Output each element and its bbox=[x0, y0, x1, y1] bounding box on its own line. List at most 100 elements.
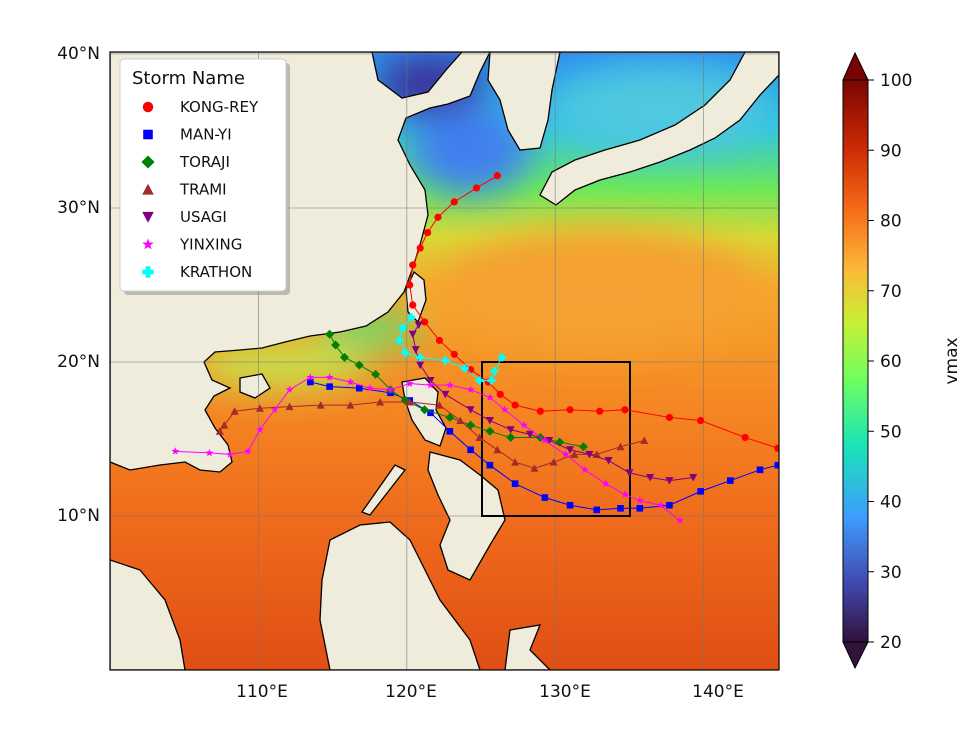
colorbar-tick-label: 80 bbox=[880, 212, 902, 232]
track-point bbox=[423, 229, 432, 237]
track-point bbox=[441, 390, 450, 399]
legend-marker-triangle-down-icon bbox=[142, 211, 154, 223]
track-point bbox=[727, 477, 734, 484]
track-point bbox=[326, 383, 333, 390]
track-line bbox=[219, 401, 645, 469]
x-tick-label: 140°E bbox=[692, 682, 744, 702]
track-point bbox=[466, 406, 475, 414]
track-point bbox=[506, 426, 515, 434]
colorbar-tick-label: 40 bbox=[880, 493, 902, 513]
track-point bbox=[566, 501, 574, 509]
track-point bbox=[621, 406, 629, 414]
legend-marker-triangle-up-icon bbox=[142, 183, 154, 195]
track-point bbox=[441, 356, 450, 365]
storm-track-yinxing bbox=[171, 373, 684, 524]
track-point bbox=[496, 390, 504, 398]
track-point bbox=[511, 458, 520, 466]
map-frame bbox=[109, 51, 780, 671]
track-point bbox=[566, 406, 574, 414]
storm-tracks bbox=[171, 172, 779, 524]
land-malay bbox=[110, 559, 186, 670]
track-point bbox=[398, 324, 407, 333]
land-japan bbox=[539, 52, 779, 206]
legend-label: MAN-YI bbox=[180, 126, 232, 144]
track-point bbox=[774, 444, 779, 452]
legend: Storm Name KONG-REY MAN-YI TORAJI TRAMI USAG… bbox=[119, 58, 290, 295]
land-borneo bbox=[319, 521, 481, 670]
y-tick-label: 30°N bbox=[57, 198, 100, 218]
track-point bbox=[395, 336, 404, 345]
legend-label: TRAMI bbox=[179, 181, 227, 199]
legend-label: USAGI bbox=[180, 208, 227, 226]
track-point bbox=[316, 401, 325, 409]
colorbar-label: vmax bbox=[942, 337, 962, 384]
storm-track-toraji bbox=[325, 329, 588, 452]
track-point bbox=[450, 198, 458, 206]
track-point bbox=[407, 313, 416, 322]
track-point bbox=[549, 458, 558, 466]
track-point bbox=[435, 401, 444, 409]
track-point bbox=[666, 501, 673, 509]
track-point bbox=[506, 432, 516, 442]
colorbar-tick-label: 90 bbox=[880, 141, 902, 161]
track-point bbox=[346, 401, 355, 409]
track-point bbox=[585, 450, 594, 459]
track-point bbox=[409, 261, 417, 269]
y-tick-label: 40°N bbox=[57, 44, 100, 64]
gridlines bbox=[110, 52, 779, 670]
track-point bbox=[371, 369, 381, 379]
track-point bbox=[500, 405, 509, 414]
track-point bbox=[446, 428, 454, 435]
track-point bbox=[215, 427, 224, 435]
legend-label: KRATHON bbox=[180, 263, 252, 281]
storm-track-trami bbox=[215, 398, 649, 472]
track-point bbox=[774, 461, 779, 469]
track-point bbox=[665, 413, 674, 422]
track-point bbox=[475, 376, 484, 385]
track-point bbox=[365, 384, 374, 392]
track-point bbox=[456, 416, 465, 425]
legend-label: KONG-REY bbox=[180, 98, 259, 116]
track-point bbox=[497, 353, 506, 362]
storm-track-usagi bbox=[408, 321, 698, 485]
track-point bbox=[675, 516, 684, 524]
colorbar-tick-label: 100 bbox=[880, 71, 912, 91]
legend-label: YINXING bbox=[179, 236, 242, 254]
track-point bbox=[665, 477, 674, 485]
track-point bbox=[578, 442, 588, 452]
track-point bbox=[405, 379, 414, 387]
track-point bbox=[307, 378, 314, 386]
track-point bbox=[426, 380, 435, 389]
colorbar-tick-label: 20 bbox=[880, 633, 902, 653]
track-point bbox=[356, 384, 363, 392]
track-point bbox=[511, 480, 519, 487]
track-point bbox=[689, 474, 698, 482]
track-point bbox=[411, 346, 420, 354]
track-point bbox=[640, 436, 649, 445]
track-point bbox=[472, 184, 481, 192]
track-point bbox=[416, 353, 425, 362]
land-palawan bbox=[360, 464, 406, 516]
track-point bbox=[171, 447, 180, 455]
track-point bbox=[635, 496, 644, 504]
storm-track-krathon bbox=[395, 313, 506, 385]
track-point bbox=[566, 446, 575, 454]
track-point bbox=[416, 361, 425, 370]
track-point bbox=[525, 430, 534, 439]
colorbar-extend-max bbox=[842, 51, 869, 81]
legend-box bbox=[119, 58, 287, 292]
track-point bbox=[306, 373, 315, 381]
track-point bbox=[445, 412, 455, 422]
track-point bbox=[486, 461, 494, 469]
track-point bbox=[697, 416, 705, 425]
y-tick-label: 20°N bbox=[57, 352, 100, 372]
track-point bbox=[414, 321, 423, 330]
legend-marker-diamond-icon bbox=[141, 155, 155, 169]
track-point bbox=[405, 398, 414, 406]
track-point bbox=[596, 407, 604, 415]
track-point bbox=[325, 329, 335, 339]
track-point bbox=[540, 436, 549, 444]
track-point bbox=[625, 469, 634, 477]
track-point bbox=[485, 417, 494, 425]
